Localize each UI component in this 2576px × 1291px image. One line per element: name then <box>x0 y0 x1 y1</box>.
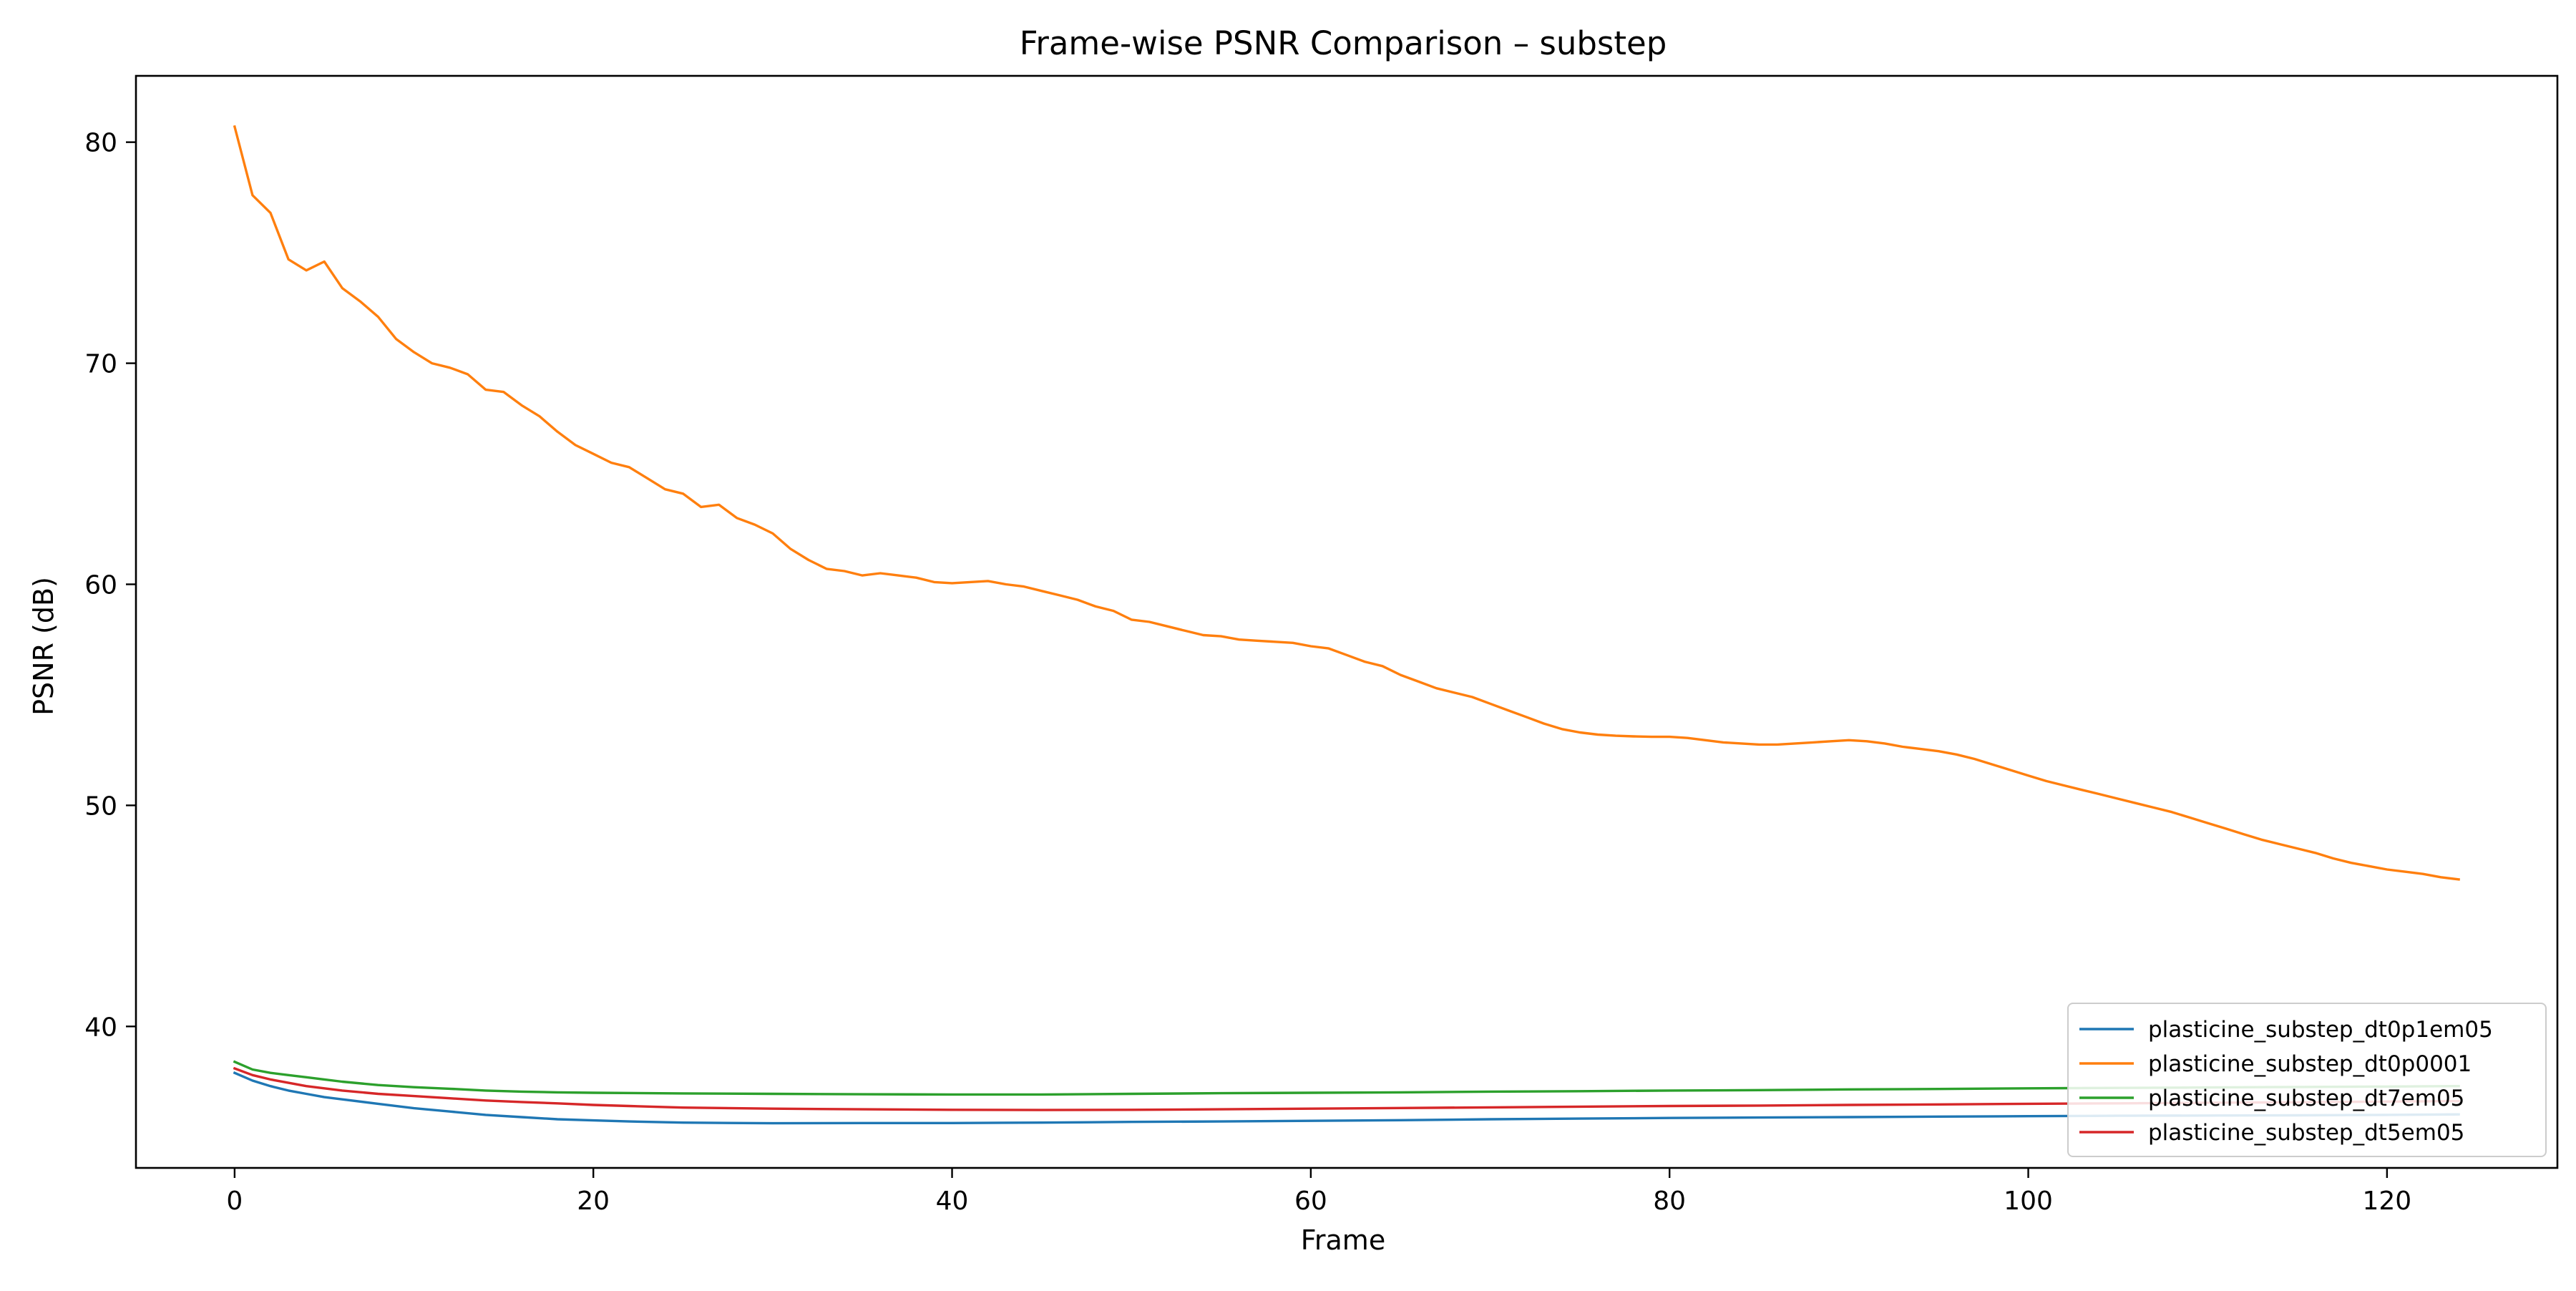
x-tick-label: 0 <box>226 1187 243 1216</box>
series-line-1 <box>233 125 2460 881</box>
y-tick-label: 60 <box>84 570 117 600</box>
series-line-3 <box>233 1066 2460 1111</box>
x-axis-label: Frame <box>1301 1224 1385 1256</box>
legend-label-1: plasticine_substep_dt0p0001 <box>2148 1051 2472 1077</box>
series-line-2 <box>233 1060 2460 1096</box>
y-tick-label: 70 <box>84 350 117 379</box>
x-tick-label: 20 <box>577 1187 610 1216</box>
legend-label-0: plasticine_substep_dt0p1em05 <box>2148 1017 2493 1043</box>
series-line-0 <box>233 1071 2460 1125</box>
y-tick-label: 50 <box>84 791 117 821</box>
legend-box <box>2067 1003 2547 1157</box>
legend: plasticine_substep_dt0p1em05 plasticine_s… <box>2067 1003 2547 1157</box>
x-tick-label: 120 <box>2363 1187 2412 1216</box>
y-axis-label: PSNR (dB) <box>28 577 59 716</box>
chart-title: Frame-wise PSNR Comparison – substep <box>1020 24 1667 62</box>
y-tick-label: 40 <box>84 1013 117 1042</box>
x-tick-label: 60 <box>1294 1187 1327 1216</box>
x-tick-label: 40 <box>936 1187 969 1216</box>
x-tick-label: 80 <box>1653 1187 1686 1216</box>
series-layer <box>233 125 2460 1125</box>
plot-frame <box>135 74 2559 1169</box>
y-tick-label: 80 <box>84 129 117 158</box>
legend-label-2: plasticine_substep_dt7em05 <box>2148 1086 2464 1111</box>
y-axis: 40 50 60 70 80 <box>84 129 136 1042</box>
x-tick-label: 100 <box>2004 1187 2053 1216</box>
x-axis: 0 20 40 60 80 100 120 <box>226 1168 2411 1216</box>
legend-label-3: plasticine_substep_dt5em05 <box>2148 1120 2464 1146</box>
